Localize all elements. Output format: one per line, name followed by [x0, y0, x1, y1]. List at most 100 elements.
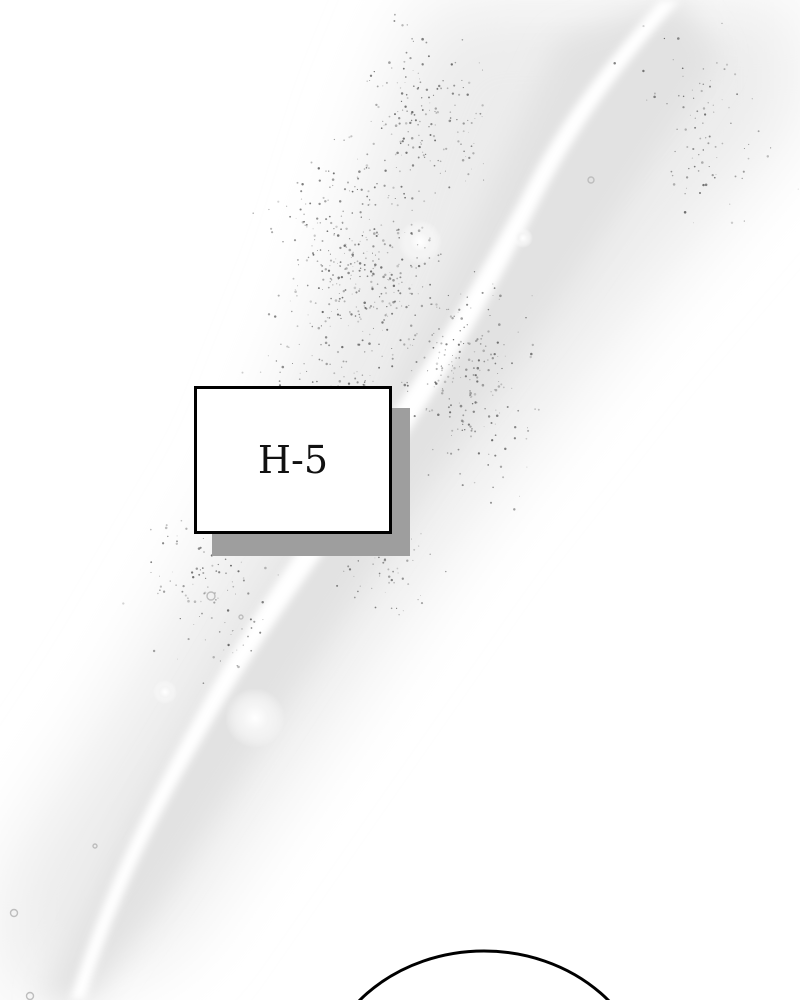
speckle: [332, 184, 334, 187]
speckle: [374, 266, 376, 268]
speckle: [448, 364, 450, 366]
speckle: [296, 294, 298, 297]
speckle: [697, 170, 700, 172]
speckle: [411, 110, 414, 114]
speckle: [372, 327, 374, 329]
speckle: [474, 401, 477, 404]
speckle: [404, 122, 408, 125]
speckle: [237, 665, 240, 669]
speckle: [250, 627, 253, 629]
speckle: [389, 304, 392, 307]
speckle: [704, 183, 708, 187]
speckle: [439, 160, 442, 163]
speckle: [440, 374, 442, 376]
speckle: [487, 464, 490, 466]
speckle: [475, 112, 477, 115]
speckle: [424, 247, 426, 249]
speckle: [446, 308, 448, 311]
speckle: [483, 179, 485, 181]
speckle: [396, 607, 398, 609]
speckle: [289, 300, 291, 302]
speckle: [743, 220, 745, 222]
speckle: [331, 279, 333, 281]
speckle: [334, 299, 338, 302]
speckle: [225, 572, 227, 575]
orb: [398, 220, 442, 264]
speckle: [491, 357, 494, 360]
speckle: [300, 198, 303, 200]
speckle: [387, 279, 389, 281]
speckle: [454, 61, 457, 64]
speckle: [682, 95, 685, 98]
speckle: [296, 258, 299, 261]
speckle: [463, 150, 465, 153]
speckle: [429, 296, 432, 300]
speckle: [335, 258, 337, 260]
speckle: [685, 187, 687, 189]
speckle: [479, 343, 482, 345]
speckle: [401, 258, 404, 261]
speckle: [347, 565, 350, 568]
speckle: [404, 82, 406, 83]
speckle: [440, 88, 442, 90]
speckle: [401, 281, 403, 284]
speckle: [176, 540, 178, 543]
speckle: [494, 423, 496, 425]
speckle: [482, 349, 485, 353]
speckle: [383, 558, 387, 561]
speckle: [349, 262, 352, 265]
speckle: [466, 296, 468, 298]
speckle: [237, 570, 240, 573]
speckle: [227, 644, 230, 646]
speckle: [365, 236, 367, 238]
speckle: [202, 567, 204, 569]
speckle: [360, 318, 362, 320]
speckle: [526, 427, 529, 429]
speckle: [405, 151, 408, 154]
speckle: [356, 371, 358, 373]
speckle: [445, 343, 448, 346]
speckle: [382, 329, 384, 331]
speckle: [371, 274, 374, 277]
speckle: [398, 117, 401, 120]
speckle: [462, 122, 465, 125]
speckle: [451, 365, 454, 367]
speckle: [458, 350, 461, 354]
speckle: [277, 574, 279, 576]
speckle: [411, 197, 414, 200]
speckle: [372, 563, 374, 565]
speckle: [339, 265, 341, 267]
speckle: [423, 262, 426, 265]
speckle: [464, 375, 468, 378]
speckle: [383, 124, 385, 126]
speckle: [419, 120, 421, 123]
speckle: [202, 571, 205, 575]
speckle: [425, 88, 429, 92]
speckle: [456, 131, 459, 134]
speckle: [474, 118, 476, 119]
speckle: [402, 67, 405, 70]
speckle: [301, 182, 304, 186]
speckle: [358, 269, 361, 272]
speckle: [227, 589, 229, 591]
speckle: [303, 220, 305, 223]
speckle: [392, 570, 394, 573]
speckle: [483, 360, 486, 363]
speckle: [525, 437, 528, 440]
speckle: [199, 569, 202, 571]
speckle: [478, 62, 480, 64]
speckle: [218, 631, 221, 633]
speckle: [482, 163, 484, 165]
speckle: [398, 263, 400, 266]
speckle: [293, 239, 297, 242]
speckle: [479, 369, 481, 372]
speckle: [438, 307, 441, 309]
speckle: [363, 381, 366, 383]
speckle: [291, 310, 293, 313]
speckle: [337, 276, 340, 280]
speckle: [307, 256, 310, 259]
speckle: [428, 96, 430, 99]
speckle: [324, 320, 327, 323]
speckle: [306, 284, 309, 287]
speckle: [367, 190, 370, 193]
